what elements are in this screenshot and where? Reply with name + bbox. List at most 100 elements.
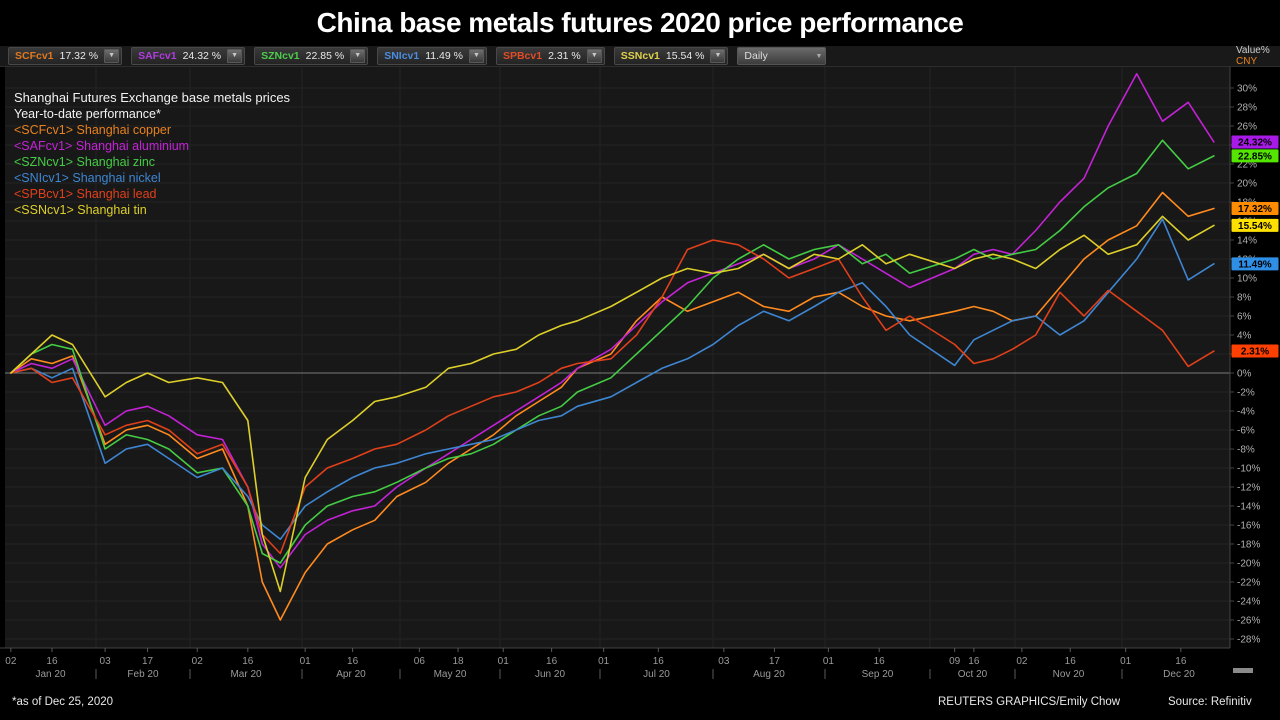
legend-heading: Shanghai Futures Exchange base metals pr… bbox=[14, 90, 291, 105]
x-month-label: Feb 20 bbox=[127, 669, 159, 680]
y-tick-label: -16% bbox=[1237, 521, 1260, 532]
x-day-label: 16 bbox=[874, 656, 886, 667]
instrument-ticker: SSNcv1 bbox=[620, 50, 660, 62]
y-tick-label: 10% bbox=[1237, 274, 1257, 285]
x-month-label: Apr 20 bbox=[336, 669, 366, 680]
y-tick-label: 28% bbox=[1237, 103, 1257, 114]
x-day-label: 16 bbox=[1065, 656, 1077, 667]
x-day-label: 06 bbox=[414, 656, 426, 667]
x-month-label: Jul 20 bbox=[643, 669, 670, 680]
y-tick-label: -6% bbox=[1237, 426, 1255, 437]
instrument-toolbar: SCFcv1 17.32 % ▼ SAFcv1 24.32 % ▼ SZNcv1 22.85 … bbox=[0, 46, 1280, 67]
period-select-value: Daily bbox=[744, 50, 768, 62]
x-month-label: May 20 bbox=[434, 669, 467, 680]
chevron-down-icon[interactable]: ▼ bbox=[468, 49, 484, 63]
grid-vertical bbox=[95, 67, 1123, 648]
x-day-label: 01 bbox=[823, 656, 835, 667]
x-month-label: Jun 20 bbox=[535, 669, 565, 680]
value-badge-label: 22.85% bbox=[1238, 151, 1272, 162]
source-line: Source: Refinitiv bbox=[1168, 696, 1252, 708]
x-day-label: 16 bbox=[653, 656, 665, 667]
chevron-down-icon[interactable]: ▼ bbox=[104, 49, 120, 63]
instrument-ticker: SZNcv1 bbox=[261, 50, 300, 62]
legend-item: <SAFcv1> Shanghai aluminium bbox=[14, 139, 190, 153]
y-tick-label: 14% bbox=[1237, 236, 1257, 247]
x-day-label: 03 bbox=[100, 656, 112, 667]
instrument-ticker: SAFcv1 bbox=[138, 50, 177, 62]
y-tick-label: -2% bbox=[1237, 388, 1255, 399]
x-day-label: 01 bbox=[300, 656, 312, 667]
y-tick-label: -22% bbox=[1237, 578, 1260, 589]
chevron-down-icon[interactable]: ▼ bbox=[586, 49, 602, 63]
value-badge-label: 24.32% bbox=[1238, 137, 1272, 148]
x-day-label: 02 bbox=[5, 656, 17, 667]
instrument-chip-SSNcv1[interactable]: SSNcv1 15.54 % ▼ bbox=[613, 47, 729, 65]
legend-item: <SCFcv1> Shanghai copper bbox=[14, 123, 172, 137]
period-select[interactable]: Daily ▼ bbox=[737, 47, 827, 65]
instrument-chip-SAFcv1[interactable]: SAFcv1 24.32 % ▼ bbox=[131, 47, 246, 65]
footnote: *as of Dec 25, 2020 bbox=[12, 696, 114, 708]
scrollbar-thumb[interactable] bbox=[1233, 668, 1253, 673]
value-badge-SNIcv1: 11.49% bbox=[1231, 257, 1279, 271]
y-tick-label: 4% bbox=[1237, 331, 1252, 342]
x-month-label: Oct 20 bbox=[958, 669, 988, 680]
x-day-label: 16 bbox=[1175, 656, 1187, 667]
chevron-down-icon[interactable]: ▼ bbox=[227, 49, 243, 63]
chevron-down-icon[interactable]: ▼ bbox=[350, 49, 366, 63]
x-month-label: Jan 20 bbox=[35, 669, 65, 680]
y-tick-label: -24% bbox=[1237, 597, 1260, 608]
y-tick-label: -20% bbox=[1237, 559, 1260, 570]
chevron-down-icon[interactable]: ▼ bbox=[710, 49, 726, 63]
x-day-label: 16 bbox=[347, 656, 359, 667]
instrument-change-value: 15.54 % bbox=[665, 50, 705, 62]
footer-bar: *as of Dec 25, 2020 REUTERS GRAPHICS/Emi… bbox=[0, 688, 1280, 720]
y-tick-label: 26% bbox=[1237, 122, 1257, 133]
series-line-SAFcv1 bbox=[10, 73, 1215, 569]
legend-item: <SZNcv1> Shanghai zinc bbox=[14, 155, 156, 169]
x-day-label: 16 bbox=[546, 656, 558, 667]
y-tick-label: -8% bbox=[1237, 445, 1255, 456]
y-tick-label: -18% bbox=[1237, 540, 1260, 551]
chevron-down-icon: ▼ bbox=[815, 52, 823, 60]
x-month-label: Dec 20 bbox=[1163, 669, 1195, 680]
axis-unit-label: Value% CNY bbox=[1236, 45, 1270, 67]
currency-label: CNY bbox=[1236, 56, 1258, 67]
series-line-SZNcv1 bbox=[10, 139, 1215, 564]
y-tick-label: -14% bbox=[1237, 502, 1260, 513]
value-badge-SAFcv1: 24.32% bbox=[1231, 135, 1279, 149]
y-tick-label: -12% bbox=[1237, 483, 1260, 494]
instrument-chip-SCFcv1[interactable]: SCFcv1 17.32 % ▼ bbox=[8, 47, 123, 65]
value-badge-SCFcv1: 17.32% bbox=[1231, 201, 1279, 215]
x-day-label: 02 bbox=[1016, 656, 1028, 667]
instrument-chip-SNIcv1[interactable]: SNIcv1 11.49 % ▼ bbox=[377, 47, 487, 65]
x-month-label: Sep 20 bbox=[862, 669, 894, 680]
instrument-change-value: 2.31 % bbox=[548, 50, 581, 62]
value-badge-label: 11.49% bbox=[1238, 259, 1271, 270]
y-tick-label: 8% bbox=[1237, 293, 1252, 304]
value-badge-label: 2.31% bbox=[1241, 347, 1269, 358]
y-tick-label: 20% bbox=[1237, 179, 1257, 190]
instrument-chip-SPBcv1[interactable]: SPBcv1 2.31 % ▼ bbox=[495, 47, 605, 65]
value-badge-label: 17.32% bbox=[1238, 204, 1272, 215]
page-title: China base metals futures 2020 price per… bbox=[316, 7, 964, 38]
instrument-change-value: 11.49 % bbox=[425, 50, 463, 62]
series-line-SPBcv1 bbox=[10, 239, 1215, 555]
x-day-label: 09 bbox=[949, 656, 961, 667]
instrument-ticker: SPBcv1 bbox=[502, 50, 543, 62]
value-badge-SZNcv1: 22.85% bbox=[1231, 149, 1279, 163]
value-badge-label: 15.54% bbox=[1238, 221, 1272, 232]
x-month-label: Mar 20 bbox=[230, 669, 262, 680]
x-day-label: 16 bbox=[46, 656, 58, 667]
x-day-label: 02 bbox=[192, 656, 204, 667]
x-day-label: 18 bbox=[453, 656, 465, 667]
x-day-label: 01 bbox=[598, 656, 610, 667]
instrument-change-value: 17.32 % bbox=[59, 50, 99, 62]
title-bar: China base metals futures 2020 price per… bbox=[0, 0, 1280, 46]
y-tick-label: 0% bbox=[1237, 369, 1252, 380]
y-tick-label: 22% bbox=[1237, 160, 1257, 171]
y-tick-label: -10% bbox=[1237, 464, 1260, 475]
instrument-change-value: 24.32 % bbox=[182, 50, 222, 62]
x-axis-labels: 02 16 03 17 02 16 01 16 06 18 01 16 01 16 03 17 01 16 09 16… bbox=[5, 648, 1195, 680]
instrument-chip-SZNcv1[interactable]: SZNcv1 22.85 % ▼ bbox=[254, 47, 369, 65]
series-line-SNIcv1 bbox=[10, 218, 1215, 541]
